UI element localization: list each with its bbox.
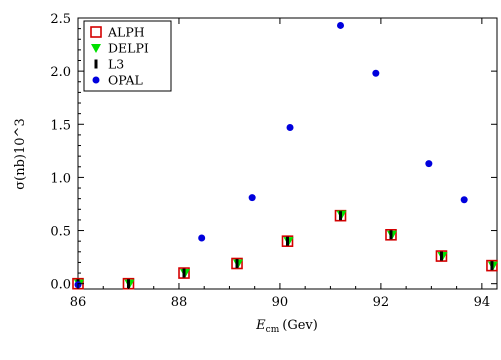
- x-axis-title-sub: cm: [266, 325, 280, 335]
- x-axis-title-main: E: [255, 318, 266, 333]
- data-point-alph: [281, 235, 294, 247]
- legend-label: DELPI: [108, 41, 149, 56]
- y-tick-label: 0.0: [50, 278, 71, 293]
- y-tick-label: 2.5: [50, 12, 71, 27]
- y-tick-label: 2.0: [50, 65, 71, 80]
- data-point-alph: [486, 259, 498, 272]
- x-tick-label: 92: [373, 295, 390, 310]
- data-point-opal: [425, 160, 433, 168]
- data-point-l3: [126, 279, 130, 289]
- x-tick-label: 90: [272, 295, 289, 310]
- data-point-opal: [286, 123, 294, 131]
- data-point-l3: [389, 230, 393, 240]
- data-point-l3: [286, 236, 289, 246]
- data-marks: [72, 21, 498, 290]
- x-tick-label: 88: [171, 295, 188, 310]
- legend-label: ALPH: [107, 25, 145, 40]
- x-tick-label: 94: [474, 295, 491, 310]
- legend-marker-opal: [92, 76, 100, 84]
- data-point-l3: [490, 261, 494, 271]
- y-tick-label: 0.5: [50, 225, 71, 240]
- x-axis-title: Ecm (Gev): [255, 318, 318, 335]
- data-point-alph: [231, 257, 243, 270]
- data-point-opal: [337, 21, 345, 29]
- legend-marker-l3: [94, 59, 98, 69]
- axes: 86 88 90 92 94 0.0 0.5 1.0 1.5 2.0 2.5: [50, 12, 497, 310]
- legend-marker-alph: [90, 26, 102, 38]
- x-axis-title-unit: (Gev): [282, 318, 318, 333]
- y-tick-label: 1.0: [50, 171, 71, 186]
- y-tick-label: 1.5: [50, 118, 71, 133]
- series-opal: [74, 21, 468, 289]
- legend-label: OPAL: [108, 73, 143, 88]
- data-point-opal: [460, 196, 468, 204]
- data-point-alph: [435, 250, 448, 262]
- data-point-opal: [248, 194, 256, 202]
- legend-label: L3: [108, 57, 124, 72]
- data-point-opal: [372, 69, 380, 77]
- data-point-l3: [182, 268, 186, 278]
- axis-titles: Ecm (Gev) σ(nb)10^3: [13, 118, 318, 335]
- x-tick-label: 86: [70, 295, 87, 310]
- legend-marker-delpi: [91, 44, 101, 53]
- data-point-l3: [339, 211, 343, 221]
- y-axis-title: σ(nb)10^3: [13, 118, 28, 189]
- data-point-l3: [235, 258, 239, 268]
- data-point-opal: [198, 234, 206, 242]
- data-point-alph: [178, 267, 190, 279]
- data-point-l3: [439, 251, 443, 261]
- data-point-alph: [385, 229, 397, 241]
